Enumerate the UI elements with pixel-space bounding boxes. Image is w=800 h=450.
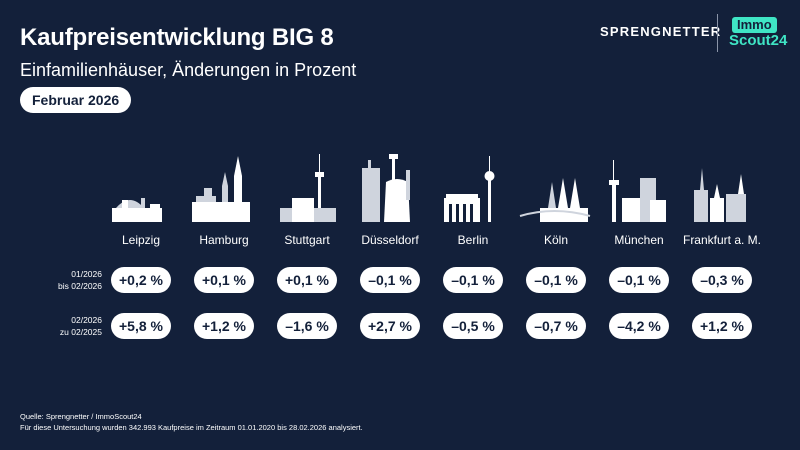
date-badge: Februar 2026 [20, 87, 132, 113]
logo-divider [717, 14, 718, 52]
value-pill-monthly-stuttgart: +0,1 % [277, 267, 337, 293]
skyline-koeln-icon [519, 178, 591, 222]
city-skylines [112, 154, 746, 222]
row-label-monthly: 01/2026 bis 02/2026 [20, 268, 102, 292]
footer-source: Quelle: Sprengnetter / ImmoScout24 [20, 412, 142, 421]
value-pill-monthly-leipzig: +0,2 % [111, 267, 171, 293]
chart-title: Kaufpreisentwicklung BIG 8 [20, 24, 334, 51]
value-pill-monthly-duesseldorf: –0,1 % [360, 267, 420, 293]
city-label-muenchen: München [614, 233, 664, 247]
value-pill-yearly-muenchen: –4,2 % [609, 313, 669, 339]
value-pill-yearly-berlin: –0,5 % [443, 313, 503, 339]
skyline-muenchen-icon [609, 160, 666, 222]
scout24-logo: Scout24 [729, 32, 788, 49]
value-pill-yearly-leipzig: +5,8 % [111, 313, 171, 339]
city-label-berlin: Berlin [457, 233, 489, 247]
row-label-yearly-line1: 02/2026 [71, 315, 102, 325]
skyline-berlin-icon [444, 156, 495, 222]
skyline-stuttgart-icon [280, 154, 336, 222]
row-label-yearly-line2: zu 02/2025 [59, 327, 102, 337]
city-label-frankfurt: Frankfurt a. M. [682, 233, 762, 247]
value-pill-yearly-koeln: –0,7 % [526, 313, 586, 339]
sprengnetter-logo: SPRENGNETTER [600, 24, 722, 39]
row-label-monthly-line2: bis 02/2026 [58, 281, 102, 291]
skyline-duesseldorf-icon [362, 154, 410, 222]
city-label-koeln: Köln [543, 233, 569, 247]
value-pill-yearly-hamburg: +1,2 % [194, 313, 254, 339]
city-label-duesseldorf: Düsseldorf [361, 233, 419, 247]
chart-subtitle: Einfamilienhäuser, Änderungen in Prozent [20, 60, 357, 80]
value-pill-monthly-frankfurt: –0,3 % [692, 267, 752, 293]
row-label-yearly: 02/2026 zu 02/2025 [20, 314, 102, 338]
city-label-hamburg: Hamburg [199, 233, 249, 247]
immo-logo-badge: Immo [732, 17, 777, 33]
value-pill-monthly-hamburg: +0,1 % [194, 267, 254, 293]
skyline-leipzig-icon [112, 198, 162, 222]
value-pill-monthly-muenchen: –0,1 % [609, 267, 669, 293]
footer-note: Für diese Untersuchung wurden 342.993 Ka… [20, 423, 363, 432]
skyline-frankfurt-icon [694, 168, 746, 222]
city-label-stuttgart: Stuttgart [284, 233, 330, 247]
skyline-hamburg-icon [192, 156, 250, 222]
value-pill-yearly-frankfurt: +1,2 % [692, 313, 752, 339]
value-pill-yearly-duesseldorf: +2,7 % [360, 313, 420, 339]
value-pill-yearly-stuttgart: –1,6 % [277, 313, 337, 339]
city-label-leipzig: Leipzig [121, 233, 161, 247]
row-label-monthly-line1: 01/2026 [71, 269, 102, 279]
value-pill-monthly-berlin: –0,1 % [443, 267, 503, 293]
value-pill-monthly-koeln: –0,1 % [526, 267, 586, 293]
